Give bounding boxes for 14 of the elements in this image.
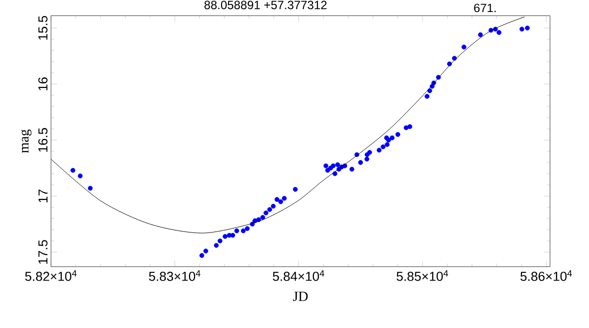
x-axis-title: JD <box>293 292 308 302</box>
x-tick-label: 5.83×10$^{4}$ <box>148 270 200 281</box>
y-tick-label: 17 <box>38 190 48 202</box>
y-tick-label: 17.5 <box>38 240 48 264</box>
x-tick-label: 5.82×10$^{4}$ <box>25 270 77 281</box>
y-tick-label: 16 <box>38 77 48 90</box>
text: 671. <box>474 4 496 12</box>
y-axis-title: mag <box>21 129 32 153</box>
x-tick-label: 5.85×10$^{4}$ <box>396 270 448 281</box>
y-tick-label: 16.5 <box>38 128 48 152</box>
x-tick-label: 5.84×10$^{4}$ <box>272 270 324 281</box>
chart-title: 88.058891 +57.377312 <box>204 0 327 10</box>
y-tick-label: 15.5 <box>38 16 48 40</box>
x-tick-label: 5.86×10$^{4}$ <box>520 270 572 281</box>
